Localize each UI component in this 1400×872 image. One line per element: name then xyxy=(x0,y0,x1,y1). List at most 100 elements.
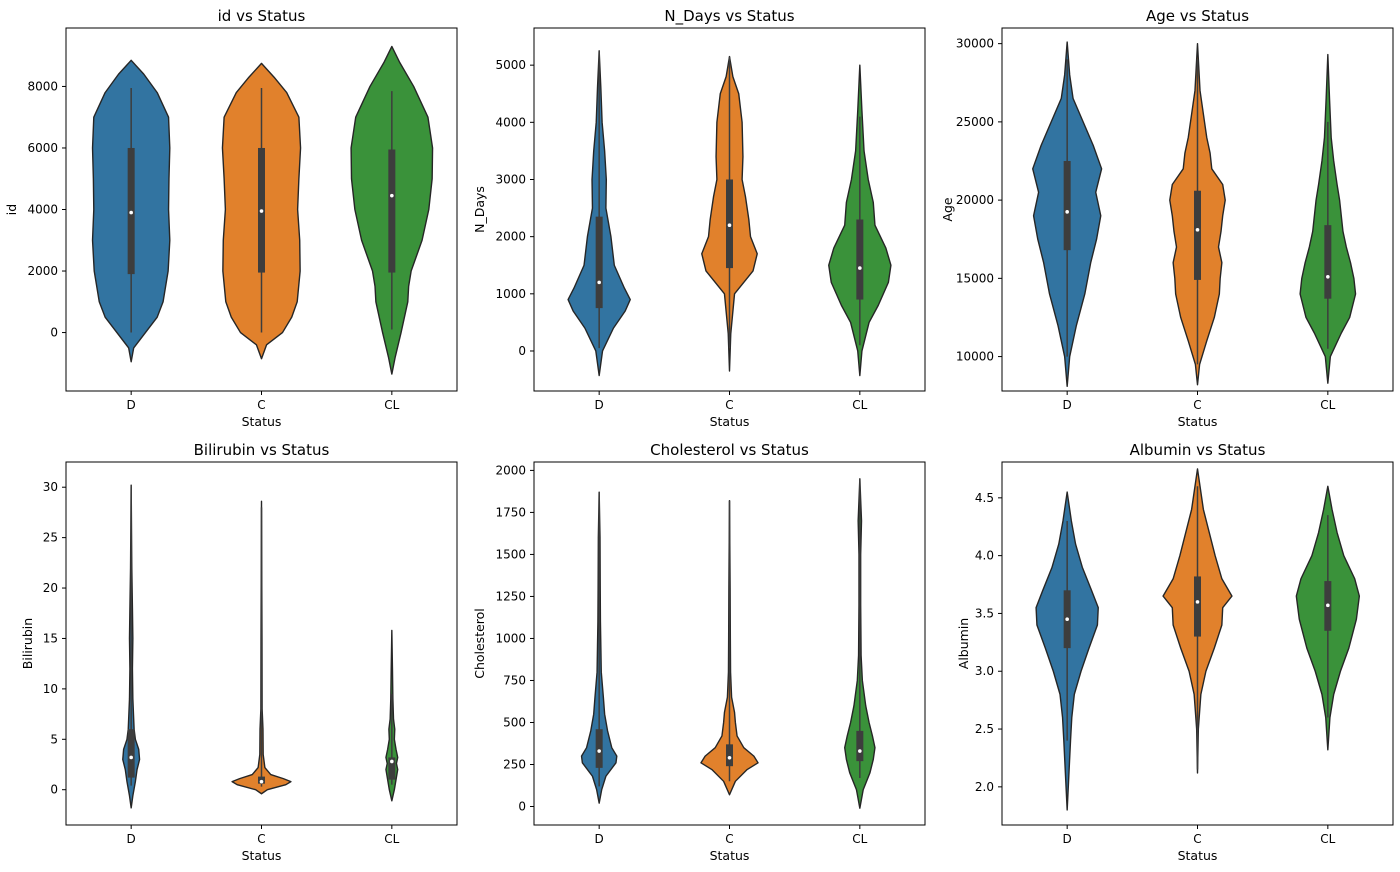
median-dot-C xyxy=(727,755,732,760)
y-tick-label: 10 xyxy=(43,682,58,696)
y-tick-label: 3000 xyxy=(495,172,526,186)
iqr-box-CL xyxy=(388,149,396,273)
y-axis-label: Cholesterol xyxy=(472,608,487,679)
y-axis-label: Bilirubin xyxy=(20,618,35,669)
x-tick-label-D: D xyxy=(1063,398,1072,412)
panel-2: 10000 15000 20000 25000 30000 D C CL Age vs Stat… xyxy=(940,7,1394,429)
y-tick-label: 500 xyxy=(503,715,526,729)
x-tick-label-D: D xyxy=(127,398,136,412)
y-tick-label: 20000 xyxy=(956,193,994,207)
x-tick-label-D: D xyxy=(1063,832,1072,846)
y-tick-label: 20 xyxy=(43,581,58,595)
y-tick-label: 1750 xyxy=(495,505,526,519)
panel-1: 0 1000 2000 3000 4000 5000 D C CL N_Days vs Statu… xyxy=(472,7,926,429)
median-dot-C xyxy=(727,223,732,228)
iqr-box-CL xyxy=(856,219,864,300)
x-tick-label-C: C xyxy=(725,398,733,412)
y-tick-label: 2.0 xyxy=(975,780,994,794)
y-tick-label: 5 xyxy=(50,732,58,746)
median-dot-CL xyxy=(1326,603,1330,608)
y-tick-label: 25000 xyxy=(956,115,994,129)
x-tick-label-CL: CL xyxy=(852,398,867,412)
y-tick-label: 0 xyxy=(50,326,58,340)
x-tick-label-C: C xyxy=(1193,832,1201,846)
y-tick-label: 3.0 xyxy=(975,664,994,678)
y-tick-label: 4000 xyxy=(27,203,58,217)
median-dot-C xyxy=(1195,600,1200,604)
x-axis-label: Status xyxy=(1178,848,1218,863)
y-axis-label: id xyxy=(4,204,19,215)
median-dot-CL xyxy=(390,193,394,198)
iqr-box-CL xyxy=(388,757,396,780)
y-axis-label: Age xyxy=(940,197,955,221)
y-tick-label: 5000 xyxy=(495,58,526,72)
x-tick-label-D: D xyxy=(595,398,604,412)
median-dot-CL xyxy=(390,759,394,764)
iqr-box-D xyxy=(1063,160,1071,251)
median-dot-C xyxy=(259,779,264,784)
median-dot-C xyxy=(1195,228,1200,232)
x-tick-label-C: C xyxy=(1193,398,1201,412)
iqr-box-CL xyxy=(856,730,864,762)
x-tick-label-CL: CL xyxy=(384,398,399,412)
y-tick-label: 2000 xyxy=(27,264,58,278)
panel-title: Cholesterol vs Status xyxy=(650,441,809,459)
x-tick-label-D: D xyxy=(595,832,604,846)
median-dot-D xyxy=(129,755,133,760)
median-dot-D xyxy=(597,749,601,753)
panel-4: 0 250 500 750 1000 1250 1500 1750 2000 D C CL Choles… xyxy=(472,441,926,863)
median-dot-CL xyxy=(858,749,862,753)
y-axis-label: Albumin xyxy=(956,618,971,669)
panel-title: Albumin vs Status xyxy=(1130,441,1266,459)
panel-3: 0 5 10 15 20 25 30 D C CL Bilirubin vs Status Statu… xyxy=(20,441,458,863)
x-tick-label-C: C xyxy=(725,832,733,846)
y-tick-label: 1250 xyxy=(495,589,526,603)
y-tick-label: 4.0 xyxy=(975,549,994,563)
y-tick-label: 750 xyxy=(503,673,526,687)
y-tick-label: 1000 xyxy=(495,287,526,301)
y-tick-label: 3.5 xyxy=(975,606,994,620)
panel-0: 0 2000 4000 6000 8000 D C CL id vs Status Status i… xyxy=(4,7,458,429)
y-tick-label: 30000 xyxy=(956,37,994,51)
iqr-box-D xyxy=(595,216,603,309)
x-axis-label: Status xyxy=(1178,414,1218,429)
median-dot-CL xyxy=(858,266,862,270)
y-tick-label: 2000 xyxy=(495,230,526,244)
x-tick-label-CL: CL xyxy=(852,832,867,846)
y-tick-label: 250 xyxy=(503,758,526,772)
y-tick-label: 0 xyxy=(50,783,58,797)
y-tick-label: 1500 xyxy=(495,547,526,561)
iqr-box-CL xyxy=(1324,225,1332,299)
y-tick-label: 15000 xyxy=(956,271,994,285)
iqr-box-C xyxy=(1194,190,1201,280)
x-tick-label-CL: CL xyxy=(384,832,399,846)
median-dot-D xyxy=(597,280,601,285)
median-dot-D xyxy=(1065,210,1069,214)
y-axis-label: N_Days xyxy=(472,186,487,233)
iqr-box-D xyxy=(127,729,135,778)
x-tick-label-CL: CL xyxy=(1320,832,1335,846)
iqr-box-C xyxy=(1194,576,1201,637)
x-tick-label-CL: CL xyxy=(1320,398,1335,412)
median-dot-C xyxy=(259,209,264,213)
x-tick-label-D: D xyxy=(127,832,136,846)
x-axis-label: Status xyxy=(242,848,282,863)
x-axis-label: Status xyxy=(242,414,282,429)
y-tick-label: 6000 xyxy=(27,141,58,155)
iqr-box-C xyxy=(726,744,733,767)
panel-title: Bilirubin vs Status xyxy=(194,441,330,459)
median-dot-CL xyxy=(1326,274,1330,279)
panel-title: N_Days vs Status xyxy=(664,7,794,26)
y-tick-label: 2000 xyxy=(495,463,526,477)
x-axis-label: Status xyxy=(710,848,750,863)
y-tick-label: 10000 xyxy=(956,350,994,364)
median-dot-D xyxy=(1065,617,1069,622)
panel-title: id vs Status xyxy=(218,7,306,25)
y-tick-label: 1000 xyxy=(495,631,526,645)
iqr-box-D xyxy=(595,729,603,768)
y-tick-label: 2.5 xyxy=(975,722,994,736)
x-axis-label: Status xyxy=(710,414,750,429)
y-tick-label: 30 xyxy=(43,480,58,494)
y-tick-label: 0 xyxy=(518,800,526,814)
